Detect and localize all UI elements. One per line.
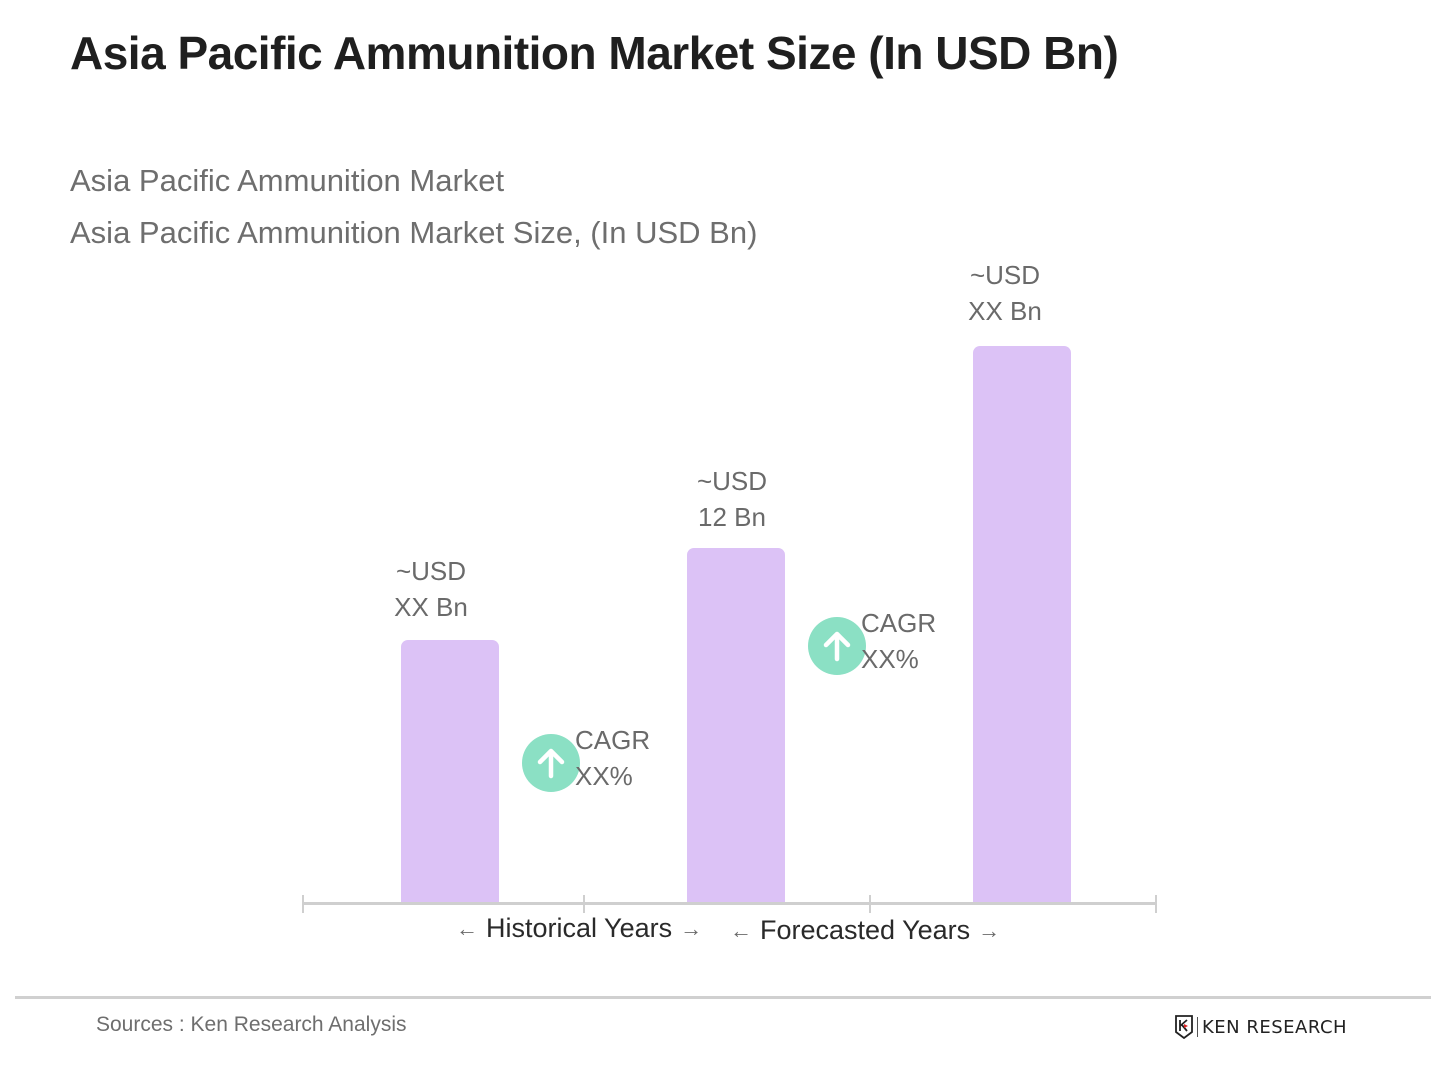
forecasted-years-label: Forecasted Years	[760, 915, 971, 945]
arrow-up-icon	[522, 734, 580, 792]
period-forecasted: ← Forecasted Years →	[722, 915, 1008, 946]
axis-tick	[869, 895, 871, 913]
cagr-value: XX%	[861, 644, 919, 674]
cagr-value: XX%	[575, 761, 633, 791]
axis-tick	[583, 895, 585, 913]
bar-label-value: XX Bn	[394, 592, 468, 622]
bar-base-year	[687, 548, 785, 903]
bar-label-prefix: ~USD	[395, 556, 467, 586]
ken-shield-icon	[1175, 1015, 1193, 1039]
bar-historical-start	[401, 640, 499, 903]
x-axis-line	[303, 902, 1157, 905]
cagr-text: CAGR XX%	[861, 605, 936, 677]
axis-tick	[302, 895, 304, 913]
cagr-label: CAGR	[861, 608, 937, 638]
arrow-left-icon: ←	[730, 917, 752, 943]
sources-text: Sources : Ken Research Analysis	[96, 1013, 407, 1036]
bar-value-label: ~USD XX Bn	[351, 553, 511, 625]
footer-divider	[15, 996, 1431, 999]
logo-separator	[1197, 1017, 1198, 1037]
bar-label-value: XX Bn	[968, 296, 1042, 326]
historical-years-label: Historical Years	[486, 913, 673, 943]
bar-value-label: ~USD 12 Bn	[652, 463, 812, 535]
arrow-right-icon: →	[978, 917, 1001, 943]
chart-title: Asia Pacific Ammunition Market Size (In …	[70, 27, 1119, 79]
arrow-up-icon	[808, 617, 866, 675]
arrow-right-icon: →	[680, 915, 703, 941]
period-historical: ← Historical Years →	[448, 913, 710, 944]
bar-label-prefix: ~USD	[969, 260, 1041, 290]
bar-forecast-end	[973, 346, 1071, 903]
ken-research-logo: KEN RESEARCH	[1175, 1015, 1347, 1039]
cagr-label: CAGR	[575, 725, 651, 755]
chart-subtitle-market: Asia Pacific Ammunition Market	[70, 163, 505, 198]
arrow-left-icon: ←	[456, 915, 478, 941]
cagr-text: CAGR XX%	[575, 722, 650, 794]
bar-label-value: 12 Bn	[698, 502, 766, 532]
axis-tick	[1155, 895, 1157, 913]
bar-label-prefix: ~USD	[696, 466, 768, 496]
logo-wordmark: KEN RESEARCH	[1202, 1016, 1348, 1038]
bar-value-label: ~USD XX Bn	[925, 257, 1085, 329]
chart-subtitle-size: Asia Pacific Ammunition Market Size, (In…	[70, 215, 758, 250]
